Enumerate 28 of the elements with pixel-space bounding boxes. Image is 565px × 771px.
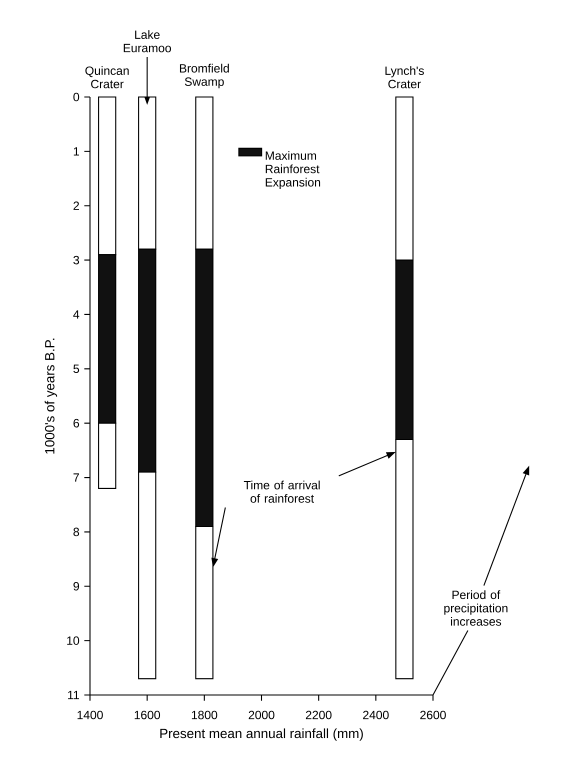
y-tick-label: 6 [74,418,80,428]
y-tick-label: 7 [74,473,79,482]
y-tick-label: 8 [73,528,80,536]
x-tick-label: 1400 [78,710,103,720]
y-tick-label: 0 [73,92,80,102]
x-tick-label: 2200 [306,710,332,720]
y-tick-label: 5 [73,364,80,374]
y-tick-label: 1 [74,147,80,156]
y-tick-label: 9 [73,582,80,591]
x-tick-label: 2400 [363,710,389,720]
y-tick-label: 10 [67,636,80,645]
annotation: Lynch's Crater [385,66,424,88]
x-tick-label: 2600 [420,710,446,720]
annotation: Bromfield Swamp [180,64,229,88]
x-axis-title: Present mean annual rainfall (mm) [160,728,363,741]
annotation: Lake Euramoo [124,30,171,52]
legend-label: Maximum Rainforest Expansion [266,151,320,189]
y-tick-label: 3 [73,256,80,264]
y-tick-label: 11 [68,690,80,700]
y-axis-title: 1000's of years B.P. [44,338,58,454]
x-tick-label: 1600 [134,710,160,720]
y-tick-label: 4 [73,310,80,319]
annotation: Quincan Crater [85,66,129,88]
text: Period of precipitation increases [444,590,508,626]
x-tick-label: 2000 [248,710,274,720]
y-tick-label: 2 [74,202,79,210]
x-tick-label: 1800 [192,710,218,720]
annotation: Time of arrival of rainforest [244,480,320,503]
